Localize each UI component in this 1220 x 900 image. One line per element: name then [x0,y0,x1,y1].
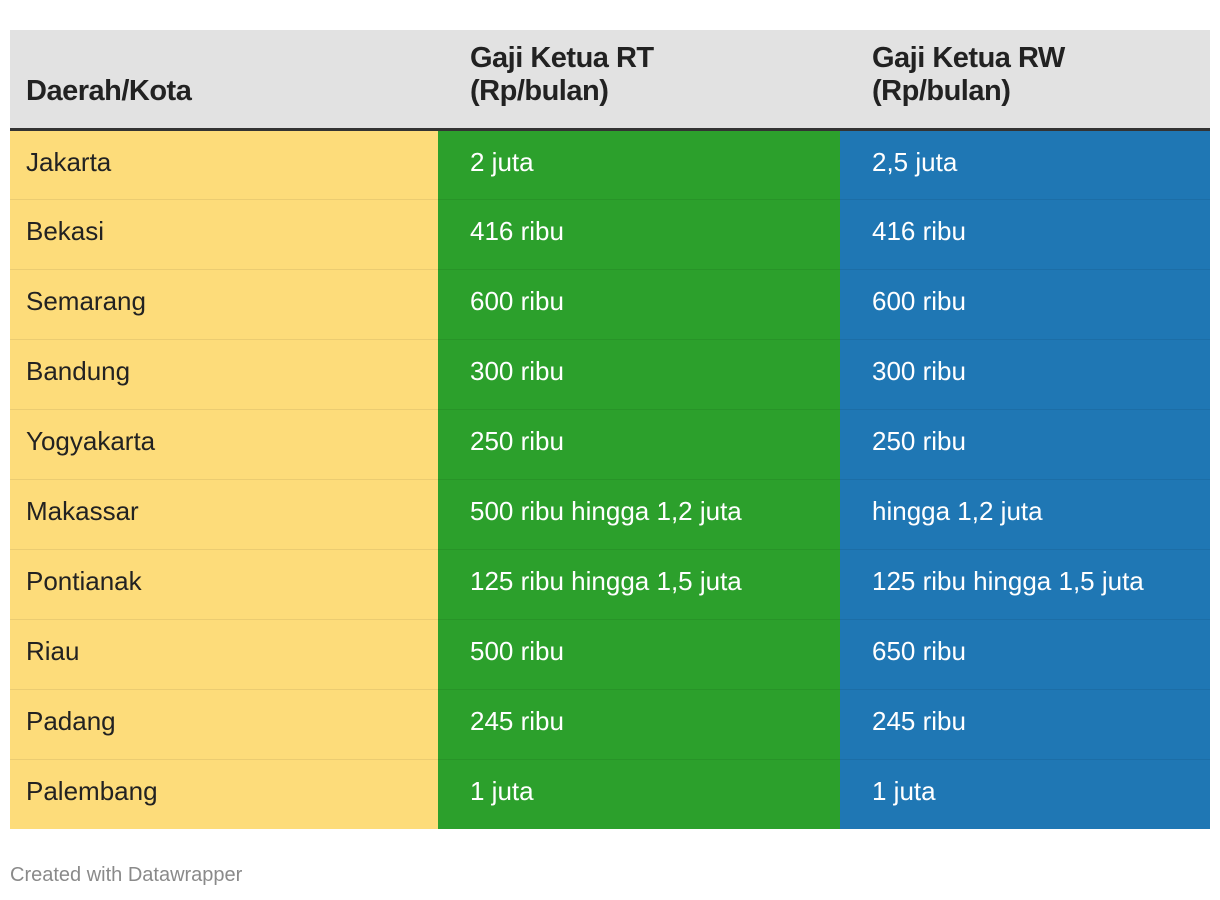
cell-city: Yogyakarta [10,409,438,480]
cell-rt: 300 ribu [438,339,840,410]
header-row: Daerah/Kota Gaji Ketua RT (Rp/bulan) Gaj… [10,30,1210,131]
table-row: Yogyakarta 250 ribu 250 ribu [10,409,1210,480]
salary-table: Daerah/Kota Gaji Ketua RT (Rp/bulan) Gaj… [10,30,1210,829]
cell-rw: hingga 1,2 juta [840,479,1210,550]
table-row: Padang 245 ribu 245 ribu [10,689,1210,760]
cell-city: Padang [10,689,438,760]
table-row: Riau 500 ribu 650 ribu [10,619,1210,690]
table-row: Jakarta 2 juta 2,5 juta [10,129,1210,200]
header-city: Daerah/Kota [10,30,438,131]
cell-city: Makassar [10,479,438,550]
cell-rt: 245 ribu [438,689,840,760]
header-rw-line2: (Rp/bulan) [872,74,1011,107]
table-header: Daerah/Kota Gaji Ketua RT (Rp/bulan) Gaj… [10,30,1210,131]
salary-table-container: Daerah/Kota Gaji Ketua RT (Rp/bulan) Gaj… [10,30,1210,829]
cell-city: Bandung [10,339,438,410]
header-rt-line1: Gaji Ketua RT [470,41,654,74]
cell-rw: 250 ribu [840,409,1210,480]
header-city-label: Daerah/Kota [26,74,192,107]
cell-rw: 1 juta [840,759,1210,829]
table-row: Palembang 1 juta 1 juta [10,759,1210,829]
cell-rw: 245 ribu [840,689,1210,760]
cell-rw: 600 ribu [840,269,1210,340]
cell-rw: 125 ribu hingga 1,5 juta [840,549,1210,620]
cell-rt: 2 juta [438,129,840,200]
cell-rt: 250 ribu [438,409,840,480]
cell-city: Palembang [10,759,438,829]
header-rt-line2: (Rp/bulan) [470,74,609,107]
table-row: Semarang 600 ribu 600 ribu [10,269,1210,340]
header-rt-salary: Gaji Ketua RT (Rp/bulan) [438,30,840,131]
table-row: Bekasi 416 ribu 416 ribu [10,199,1210,270]
cell-rw: 2,5 juta [840,129,1210,200]
table-row: Makassar 500 ribu hingga 1,2 juta hingga… [10,479,1210,550]
table-body: Jakarta 2 juta 2,5 juta Bekasi 416 ribu … [10,129,1210,829]
cell-city: Jakarta [10,129,438,200]
cell-rt: 500 ribu [438,619,840,690]
table-row: Bandung 300 ribu 300 ribu [10,339,1210,410]
cell-rt: 600 ribu [438,269,840,340]
cell-rw: 650 ribu [840,619,1210,690]
cell-rt: 125 ribu hingga 1,5 juta [438,549,840,620]
cell-rw: 416 ribu [840,199,1210,270]
table-row: Pontianak 125 ribu hingga 1,5 juta 125 r… [10,549,1210,620]
header-rw-line1: Gaji Ketua RW [872,41,1065,74]
cell-rw: 300 ribu [840,339,1210,410]
cell-city: Riau [10,619,438,690]
header-rw-salary: Gaji Ketua RW (Rp/bulan) [840,30,1210,131]
datawrapper-credit: Created with Datawrapper [10,864,243,886]
cell-rt: 500 ribu hingga 1,2 juta [438,479,840,550]
cell-city: Bekasi [10,199,438,270]
cell-city: Semarang [10,269,438,340]
cell-city: Pontianak [10,549,438,620]
cell-rt: 416 ribu [438,199,840,270]
cell-rt: 1 juta [438,759,840,829]
